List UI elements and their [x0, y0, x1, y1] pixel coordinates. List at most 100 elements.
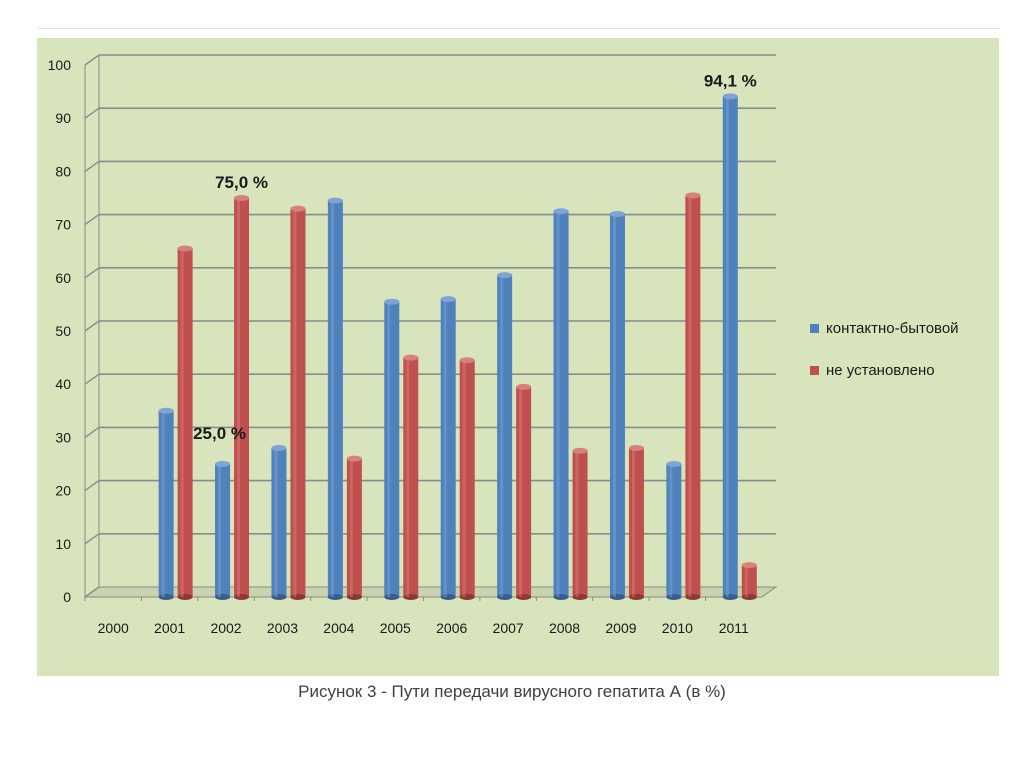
bar-base: [722, 594, 738, 600]
gridline-side: [84, 267, 100, 279]
bar-top: [516, 383, 532, 390]
figure-caption: Рисунок 3 - Пути передачи вирусного гепа…: [298, 682, 726, 701]
bar-base: [403, 594, 419, 600]
bar: [666, 464, 682, 597]
bar-top: [440, 296, 456, 303]
bar: [516, 386, 532, 597]
bar: [459, 360, 475, 597]
bar-base: [384, 594, 400, 600]
bar-top: [572, 447, 588, 454]
y-tick-label: 70: [55, 217, 71, 233]
bar-base: [177, 594, 193, 600]
gridline-side: [84, 480, 100, 492]
bar-top: [271, 445, 287, 452]
bar-top: [234, 195, 250, 201]
bar-top: [290, 205, 306, 212]
legend-item-series-1: контактно-бытовой: [810, 318, 959, 338]
bar-highlight: [669, 464, 673, 597]
bar-base: [290, 594, 306, 600]
x-tick-label: 2009: [605, 620, 636, 636]
x-tick-label: 2000: [98, 620, 129, 636]
bar-highlight: [218, 464, 222, 597]
data-annotation: 75,0 %: [215, 173, 268, 192]
bar-highlight: [462, 360, 466, 597]
bar-top: [553, 208, 569, 215]
bar-highlight: [500, 275, 504, 597]
y-tick-label: 0: [63, 589, 71, 605]
data-annotation: 25,0 %: [193, 424, 246, 443]
bar-base: [440, 594, 456, 600]
data-annotation: 94,1 %: [704, 71, 757, 90]
gridline-side: [84, 320, 100, 332]
bar: [497, 275, 513, 597]
bar-highlight: [556, 211, 560, 598]
bar: [384, 301, 400, 597]
bar-base: [459, 594, 475, 600]
bar: [685, 195, 701, 597]
bar-top: [741, 562, 757, 569]
legend-swatch-blue: [810, 323, 819, 333]
bar-base: [234, 594, 250, 600]
gridline-side: [84, 107, 100, 119]
bar-base: [346, 594, 362, 600]
bar-highlight: [161, 410, 165, 597]
bar-top: [685, 192, 701, 199]
bar-base: [741, 594, 757, 600]
bar-top: [497, 272, 513, 279]
y-tick-label: 10: [55, 536, 71, 552]
bar-highlight: [330, 200, 334, 597]
bar: [290, 208, 306, 597]
bar: [327, 200, 343, 597]
x-tick-label: 2005: [380, 620, 411, 636]
gridline-side: [84, 214, 100, 226]
bar: [271, 448, 287, 597]
legend-item-series-2: не установлено: [810, 360, 959, 380]
x-tick-label: 2007: [493, 620, 524, 636]
bar-base: [327, 594, 343, 600]
gridline-side: [84, 54, 100, 66]
x-tick-label: 2001: [154, 620, 185, 636]
bar-highlight: [180, 248, 184, 598]
bar-base: [609, 594, 625, 600]
bar: [609, 213, 625, 597]
x-tick-label: 2006: [436, 620, 467, 636]
bar-base: [572, 594, 588, 600]
bar-top: [327, 197, 343, 204]
bar-top: [177, 245, 193, 252]
bar-highlight: [744, 565, 748, 597]
bar: [722, 96, 738, 597]
bar-top: [346, 455, 362, 462]
gridline-side: [84, 373, 100, 385]
bar-base: [628, 594, 644, 600]
bar-base: [685, 594, 701, 600]
bar-top: [722, 93, 738, 100]
y-tick-label: 100: [48, 57, 72, 73]
x-tick-label: 2003: [267, 620, 298, 636]
legend-label: контактно-бытовой: [826, 319, 959, 337]
y-tick-label: 40: [55, 376, 71, 392]
bar-base: [271, 594, 287, 600]
bar-highlight: [387, 301, 391, 597]
bar-base: [158, 594, 174, 600]
bar-highlight: [293, 208, 297, 597]
y-tick-label: 60: [55, 270, 71, 286]
bar-highlight: [688, 195, 692, 597]
x-tick-label: 2008: [549, 620, 580, 636]
legend-label: не установлено: [826, 361, 935, 379]
bar-top: [459, 357, 475, 364]
bar-top: [609, 210, 625, 217]
bar-top: [666, 461, 682, 467]
bar-highlight: [406, 357, 410, 597]
bar-top: [215, 461, 231, 467]
bar: [234, 198, 250, 597]
gridline-side: [84, 426, 100, 438]
legend-swatch-red: [810, 365, 819, 375]
bar-base: [516, 594, 532, 600]
bar-highlight: [725, 96, 729, 597]
bar-highlight: [274, 448, 278, 597]
bar-highlight: [237, 198, 241, 597]
bar: [158, 410, 174, 597]
bar: [572, 450, 588, 597]
y-tick-label: 90: [55, 110, 71, 126]
